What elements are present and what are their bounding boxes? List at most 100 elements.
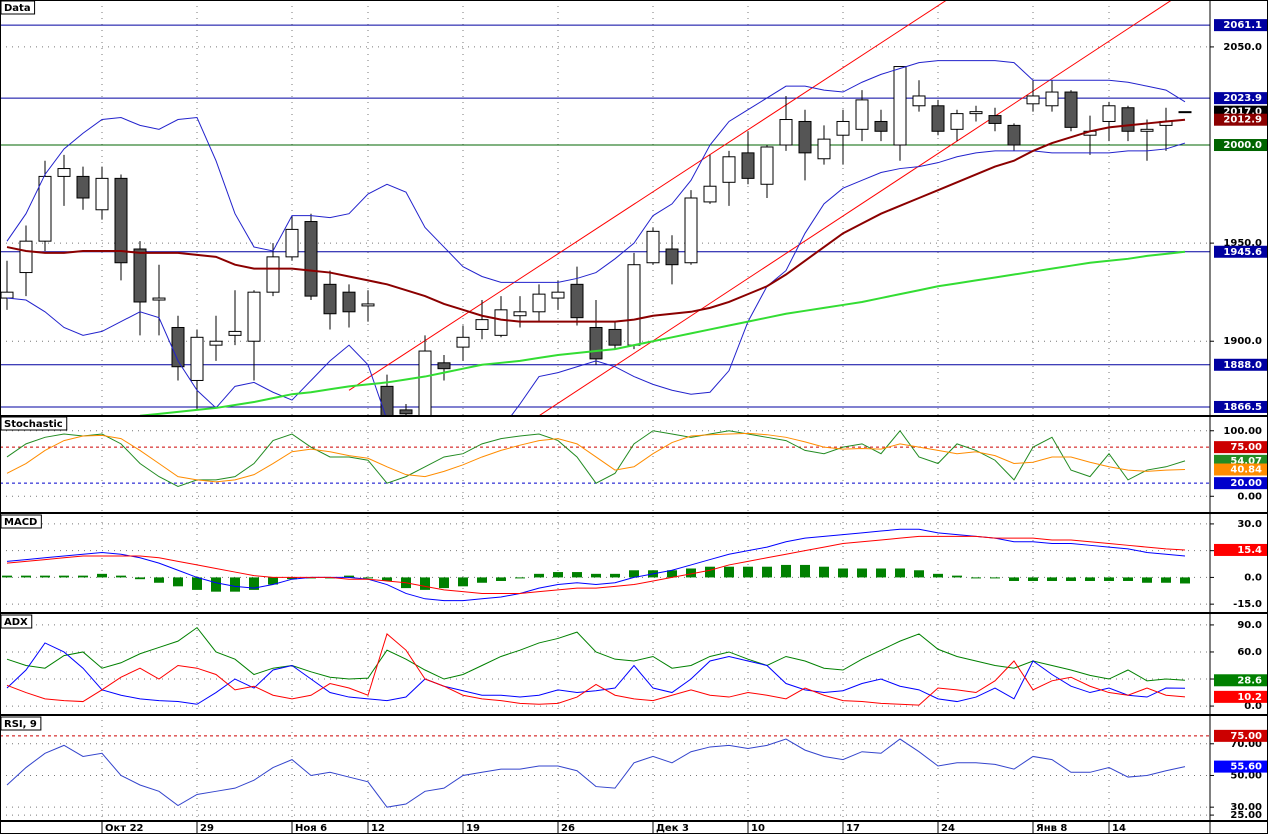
panel xyxy=(0,624,1210,707)
histogram-bar xyxy=(268,577,278,585)
histogram-bar xyxy=(705,566,715,578)
histogram-bar xyxy=(59,575,69,578)
series-line xyxy=(6,142,1186,415)
candle-body xyxy=(608,328,622,346)
candle-body xyxy=(418,350,432,415)
histogram-bar xyxy=(515,577,525,579)
histogram-bar xyxy=(819,566,829,578)
series-line xyxy=(6,535,1186,594)
candle-body xyxy=(722,156,736,183)
candle-body xyxy=(513,311,527,317)
candle-body xyxy=(798,120,812,154)
histogram-bar xyxy=(971,577,981,579)
x-tick-label: Ноя 6 xyxy=(295,823,327,834)
y-tick-label: 0.00 xyxy=(1237,491,1262,502)
panel-title: Stochastic xyxy=(4,419,63,430)
y-tick-label: 0.0 xyxy=(1244,701,1262,712)
candle-body xyxy=(285,228,299,258)
histogram-bar xyxy=(287,577,297,580)
candle-body xyxy=(342,291,356,313)
candle-body xyxy=(399,409,413,415)
value-box xyxy=(1214,245,1268,258)
histogram-bar xyxy=(762,566,772,578)
panel-title: ADX xyxy=(4,617,28,628)
histogram-bar xyxy=(40,575,50,578)
candle-body xyxy=(684,197,698,264)
panel-title: RSI, 9 xyxy=(4,719,37,730)
value-box xyxy=(1214,477,1268,490)
histogram-bar xyxy=(173,577,183,587)
histogram-bar xyxy=(135,577,145,580)
histogram-bar xyxy=(1047,577,1057,581)
value-box xyxy=(1214,358,1268,371)
x-tick-label: Янв 8 xyxy=(1036,823,1067,834)
candle-body xyxy=(133,248,147,303)
histogram-bar xyxy=(78,575,88,578)
histogram-bar xyxy=(477,577,487,583)
value-box-label: 54.07 xyxy=(1230,456,1262,467)
histogram-bar xyxy=(249,577,259,590)
y-tick-label: 30.0 xyxy=(1237,519,1262,530)
x-tick-label: 26 xyxy=(561,823,575,834)
y-tick-label: 25.00 xyxy=(1230,810,1262,821)
candle-body xyxy=(1102,105,1116,122)
histogram-bar xyxy=(116,575,126,578)
histogram-bar xyxy=(1123,577,1133,581)
histogram-bar xyxy=(895,568,905,578)
series-line xyxy=(6,60,1186,283)
histogram-bar xyxy=(838,568,848,578)
candle-body xyxy=(627,264,641,346)
candle-body xyxy=(1178,111,1192,114)
candle-body xyxy=(646,230,660,264)
candle-body xyxy=(1064,91,1078,128)
histogram-bar xyxy=(724,566,734,578)
y-tick-label: 50.00 xyxy=(1230,770,1262,781)
candle-body xyxy=(114,177,128,264)
value-box xyxy=(1214,729,1268,742)
candle-body xyxy=(532,293,546,313)
candle-body xyxy=(817,138,831,160)
value-box-label: 75.00 xyxy=(1230,442,1262,453)
candle-body xyxy=(380,385,394,415)
series-line xyxy=(6,432,1186,483)
series-line xyxy=(6,738,1186,808)
histogram-bar xyxy=(363,577,373,579)
value-box-label: 55.60 xyxy=(1230,762,1262,773)
histogram-bar xyxy=(534,573,544,578)
value-box-label: 40.84 xyxy=(1230,465,1262,476)
value-box-label: 20.00 xyxy=(1230,478,1262,489)
y-tick-label: 60.0 xyxy=(1237,647,1262,658)
candle-body xyxy=(950,113,964,130)
y-tick-label: 0.0 xyxy=(1244,572,1262,583)
histogram-bar xyxy=(496,577,506,581)
candle-body xyxy=(475,319,489,330)
histogram-bar xyxy=(743,566,753,578)
value-box-label: 2017.0 xyxy=(1223,107,1262,118)
histogram-bar xyxy=(97,573,107,578)
x-tick-label: 29 xyxy=(200,823,214,834)
candle-body xyxy=(76,175,90,199)
series-line xyxy=(6,642,1186,705)
histogram-bar xyxy=(382,577,392,581)
panel xyxy=(0,1,1210,415)
candle-body xyxy=(209,340,223,346)
value-box-label: 2023.9 xyxy=(1223,93,1262,104)
candle-body xyxy=(855,99,869,130)
candle-body xyxy=(893,66,907,146)
series-line xyxy=(139,250,1186,415)
candle-body xyxy=(665,248,679,266)
value-box xyxy=(1214,674,1268,687)
series-line xyxy=(6,429,1186,487)
histogram-bar xyxy=(192,577,202,590)
x-tick-label: Дек 3 xyxy=(656,823,689,834)
x-tick-label: Окт 22 xyxy=(105,823,144,834)
x-tick-label: 14 xyxy=(1112,823,1126,834)
candle-body xyxy=(247,291,261,342)
candle-body xyxy=(152,297,166,301)
candle-body xyxy=(437,362,451,370)
